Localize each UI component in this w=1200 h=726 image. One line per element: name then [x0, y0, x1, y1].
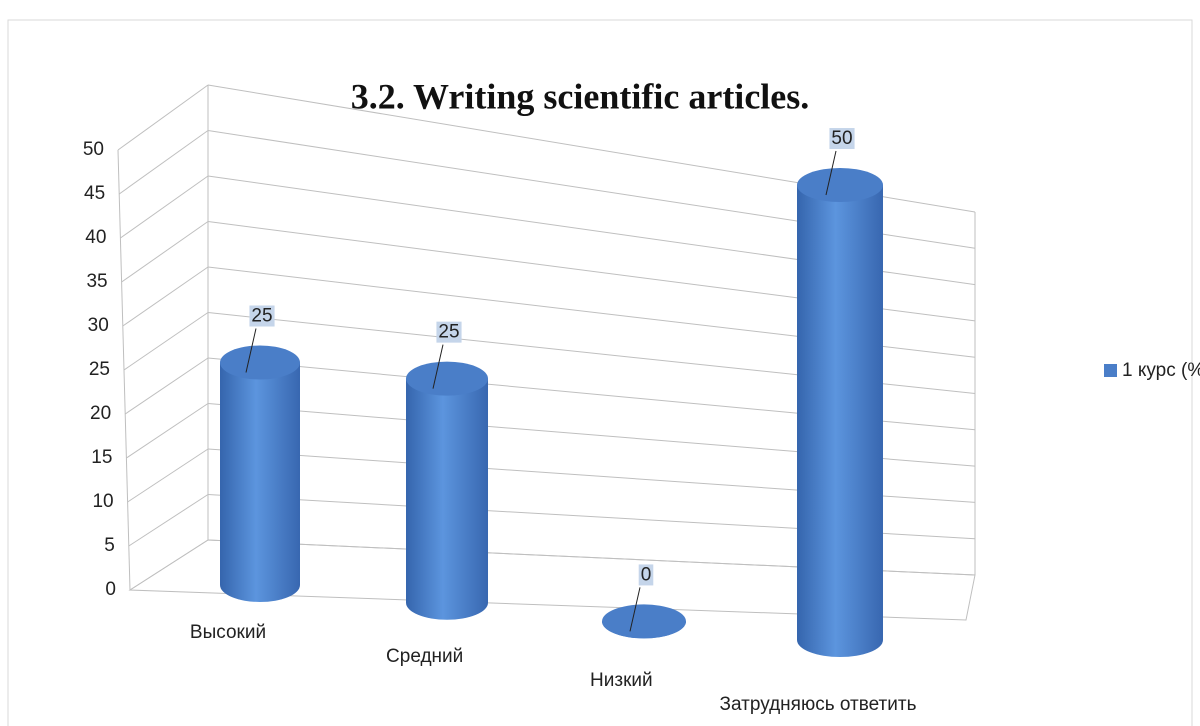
cylinder-top: [220, 345, 300, 380]
data-label: 50: [831, 128, 852, 149]
cylinder-body: [220, 362, 300, 602]
grid-line: [118, 130, 209, 195]
data-label: 0: [641, 564, 652, 585]
y-tick-label: 35: [86, 271, 107, 292]
cylinder-body: [797, 185, 883, 657]
y-tick-label: 0: [105, 579, 116, 600]
y-tick-label: 40: [85, 227, 106, 248]
cylinder-top: [601, 604, 686, 639]
y-tick-label: 30: [88, 315, 109, 336]
leader-line: [432, 344, 444, 389]
grid-line: [123, 312, 209, 371]
leader-line: [245, 328, 257, 373]
x-tick-label: Затрудняюсь ответить: [720, 694, 917, 715]
legend-label: 1 курс (%): [1122, 360, 1200, 381]
data-label-bg: [249, 305, 275, 327]
grid-line: [121, 221, 209, 283]
x-tick-label: Средний: [386, 646, 463, 667]
y-tick-label: 10: [92, 491, 113, 512]
x-tick-label: Низкий: [590, 670, 653, 691]
y-tick-label: 25: [89, 359, 110, 380]
legend-swatch: [1104, 364, 1117, 377]
grid-line: [127, 448, 209, 503]
cylinder: [406, 361, 489, 620]
grid-line: [117, 84, 209, 151]
chart-border: [7, 19, 1193, 726]
x-tick-label: Высокий: [190, 622, 266, 643]
cylinder-top: [406, 361, 489, 396]
grid-line: [126, 403, 209, 459]
grid-line: [128, 494, 209, 547]
cylinder: [601, 604, 686, 639]
y-tick-label: 5: [104, 535, 115, 556]
cylinder: [220, 345, 300, 602]
data-label-bg: [829, 128, 855, 150]
chart-title: 3.2. Writing scientific articles.: [351, 76, 810, 116]
y-tick-label: 15: [91, 447, 112, 468]
cylinder-body: [406, 378, 489, 620]
leader-line: [629, 587, 641, 632]
leader-line: [825, 150, 837, 196]
y-tick-label: 45: [84, 183, 105, 204]
grid-line: [129, 539, 209, 591]
grid-line: [120, 175, 209, 239]
data-label-bg: [638, 564, 654, 586]
data-label: 25: [251, 306, 272, 327]
y-tick-label: 50: [83, 139, 104, 160]
data-label: 25: [438, 322, 459, 343]
y-tick-label: 20: [90, 403, 111, 424]
grid-line: [122, 266, 209, 327]
data-label-bg: [436, 321, 462, 343]
cylinder: [797, 168, 883, 657]
cylinder-top: [797, 168, 883, 202]
grid-line: [124, 357, 209, 415]
